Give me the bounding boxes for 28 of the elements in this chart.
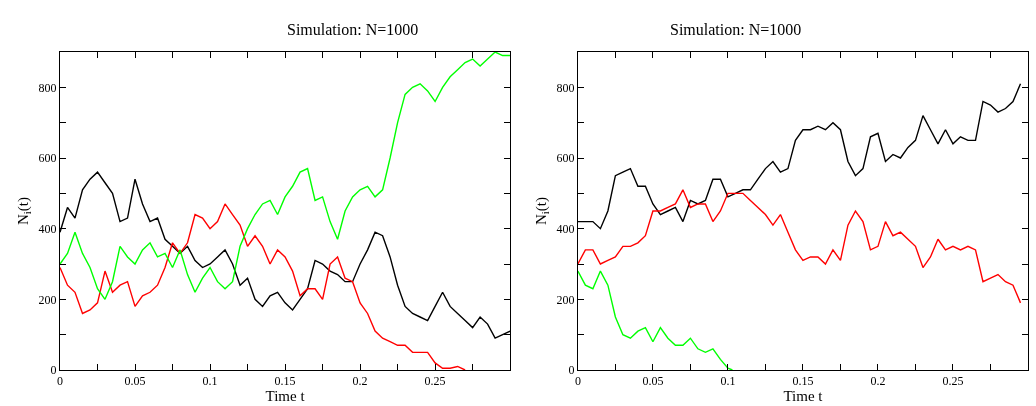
y-tick-label: 400	[38, 221, 57, 236]
y-tick-label: 0	[50, 363, 57, 378]
x-tick-label: 0.2	[352, 374, 368, 389]
x-tick-label: 0.25	[942, 374, 964, 389]
y-tick-label: 200	[38, 292, 57, 307]
chart-title: Simulation: N=1000	[670, 21, 802, 38]
line-series	[577, 270, 734, 370]
line-series	[60, 52, 511, 301]
x-tick-label: 0.05	[124, 374, 146, 389]
y-tick-label: 400	[556, 221, 575, 236]
x-tick-label: 0.05	[642, 374, 664, 389]
y-tick-label: 800	[556, 80, 575, 95]
x-axis-title: Time t	[265, 388, 306, 405]
line-series	[577, 189, 1022, 304]
x-tick-label: 0.25	[424, 374, 446, 389]
y-tick-label: 200	[556, 292, 575, 307]
x-tick-label: 0.1	[202, 374, 218, 389]
x-tick-label: 0.15	[274, 374, 296, 389]
x-tick-label: 0.2	[870, 374, 886, 389]
x-axis-title: Time t	[783, 388, 824, 405]
y-tick-label: 0	[568, 363, 575, 378]
y-tick-label: 800	[38, 80, 57, 95]
line-series	[60, 203, 466, 370]
x-tick-label: 0.15	[792, 374, 814, 389]
chart-title: Simulation: N=1000	[287, 21, 419, 38]
y-tick-label: 600	[38, 151, 57, 166]
y-tick-label: 600	[556, 151, 575, 166]
x-tick-label: 0.1	[720, 374, 736, 389]
